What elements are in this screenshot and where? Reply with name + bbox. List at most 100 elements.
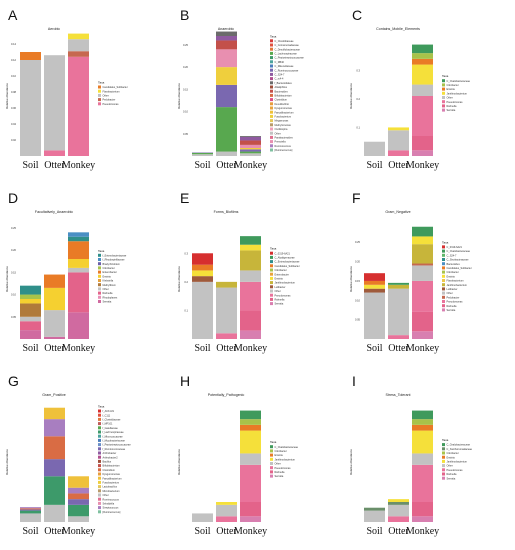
bar-segment-monkey xyxy=(68,259,89,268)
legend-swatch xyxy=(98,98,101,102)
legend-swatch xyxy=(442,266,445,270)
legend-label: Clostridium xyxy=(275,99,288,102)
x-tick-label: Otter xyxy=(216,343,237,354)
x-tick-label: Monkey xyxy=(406,160,439,171)
x-tick-label: Soil xyxy=(366,343,382,354)
legend-swatch xyxy=(270,251,273,255)
x-tick-label: Monkey xyxy=(234,526,267,537)
legend-swatch xyxy=(270,81,273,85)
legend-swatch xyxy=(442,104,445,108)
legend-label: Other xyxy=(103,494,109,497)
legend-label: Clostridium xyxy=(103,469,116,472)
legend-label: Alkaliphilus xyxy=(275,86,288,89)
x-tick-label: Otter xyxy=(388,160,409,171)
legend-label: Other xyxy=(447,97,453,100)
legend-swatch xyxy=(442,300,445,303)
legend-swatch xyxy=(98,409,101,413)
legend-label: Streptococcus xyxy=(103,507,120,510)
legend-swatch xyxy=(98,459,101,463)
legend-label: C_Xanthomonadaceae xyxy=(447,448,473,451)
bar-segment-monkey xyxy=(68,51,89,57)
legend-swatch xyxy=(98,287,101,291)
legend-label: [Ruminococcus] xyxy=(275,149,293,152)
legend-swatch xyxy=(98,434,101,438)
y-axis-title: Relative Abundance xyxy=(349,266,353,292)
y-tick-label: 0.20 xyxy=(11,248,17,252)
bar-segment-soil xyxy=(20,60,41,156)
legend-label: C_S24-7 xyxy=(447,254,457,257)
legend-swatch xyxy=(98,258,101,261)
bar-segment-monkey xyxy=(68,56,89,156)
legend-swatch xyxy=(98,266,101,270)
bar-segment-monkey xyxy=(412,244,433,264)
legend-title: Taxa xyxy=(270,34,277,38)
bar-segment-soil xyxy=(20,52,41,60)
y-tick-label: 0.3 xyxy=(356,68,360,72)
legend-label: f_Clostridiaceae xyxy=(102,419,121,422)
legend-swatch xyxy=(98,451,101,455)
legend-swatch xyxy=(270,264,273,268)
legend-label: C_Oxalobacteraceae xyxy=(447,80,471,83)
bar-segment-monkey xyxy=(68,516,89,522)
legend-title: Taxa xyxy=(98,249,105,253)
legend-swatch xyxy=(98,443,101,447)
y-axis-title: Relative Abundance xyxy=(177,449,181,475)
bar-segment-otter xyxy=(388,288,409,336)
bar-segment-soil xyxy=(364,507,385,511)
bar-segment-otter xyxy=(44,504,65,522)
legend-swatch xyxy=(442,295,445,299)
panel-title: Stress_Tolerant xyxy=(386,393,411,397)
y-axis-title: Relative Abundance xyxy=(349,83,353,109)
bar-segment-monkey xyxy=(68,39,89,52)
y-axis-title: Relative Abundance xyxy=(177,266,181,292)
legend-swatch xyxy=(98,468,101,472)
y-axis-title: Relative Abundance xyxy=(5,449,9,475)
bar-segment-monkey xyxy=(412,136,433,151)
legend-swatch xyxy=(270,56,273,60)
legend-label: Candidatus_Solibacter xyxy=(447,267,472,270)
legend-label: C_S24-7 xyxy=(275,74,285,77)
bar-segment-monkey xyxy=(412,96,433,136)
bar-segment-monkey xyxy=(240,502,261,517)
legend-swatch xyxy=(270,89,273,93)
bar-segment-monkey xyxy=(412,84,433,96)
y-tick-label: 0.1 xyxy=(184,308,188,312)
legend-swatch xyxy=(442,100,445,104)
legend-label: Enterobacter xyxy=(103,271,117,274)
legend-swatch xyxy=(270,453,273,457)
legend-label: Janthinobacterium xyxy=(447,284,467,287)
legend-swatch xyxy=(98,447,101,451)
legend-swatch xyxy=(98,253,101,257)
legend-swatch xyxy=(98,300,101,303)
legend-label: f_Rhodospirillaceae xyxy=(102,259,125,262)
y-axis-title: Relative Abundance xyxy=(177,83,181,109)
legend-label: Rahnella xyxy=(275,471,285,474)
legend-label: Other xyxy=(275,290,281,293)
bar-segment-otter xyxy=(44,310,65,337)
bar-segment-otter xyxy=(216,151,237,156)
chart-panel-b: B Anaerobic Relative Abundance 0.05 0.10 0.15… xyxy=(177,7,304,171)
legend-label: Other xyxy=(103,95,109,98)
legend-swatch xyxy=(442,83,445,87)
chart-panel-g: G Gram_Positive Relative Abundance Soil Otte… xyxy=(5,373,131,537)
bar-segment-monkey xyxy=(412,58,433,65)
legend-label: Erwinia xyxy=(275,454,284,457)
legend-swatch xyxy=(98,476,101,480)
y-axis-title: Relative Abundance xyxy=(5,83,9,109)
y-axis-title: Relative Abundance xyxy=(5,266,9,292)
legend-swatch xyxy=(442,96,445,99)
legend-swatch xyxy=(98,501,101,505)
bar-segment-monkey xyxy=(412,516,433,522)
legend-swatch xyxy=(270,51,273,55)
y-tick-label: 0.06 xyxy=(11,106,17,110)
legend-label: C_Clostridiaceae xyxy=(275,40,295,43)
x-tick-label: Soil xyxy=(194,343,210,354)
legend-label: C_0319-6A21 xyxy=(275,252,291,255)
bar-segment-monkey xyxy=(412,236,433,245)
legend-swatch xyxy=(270,47,273,51)
legend-label: Dysgonomonas xyxy=(275,107,293,110)
y-tick-label: 0.2 xyxy=(184,280,188,284)
y-axis-title: Relative Abundance xyxy=(349,449,353,475)
legend-swatch xyxy=(442,245,445,249)
